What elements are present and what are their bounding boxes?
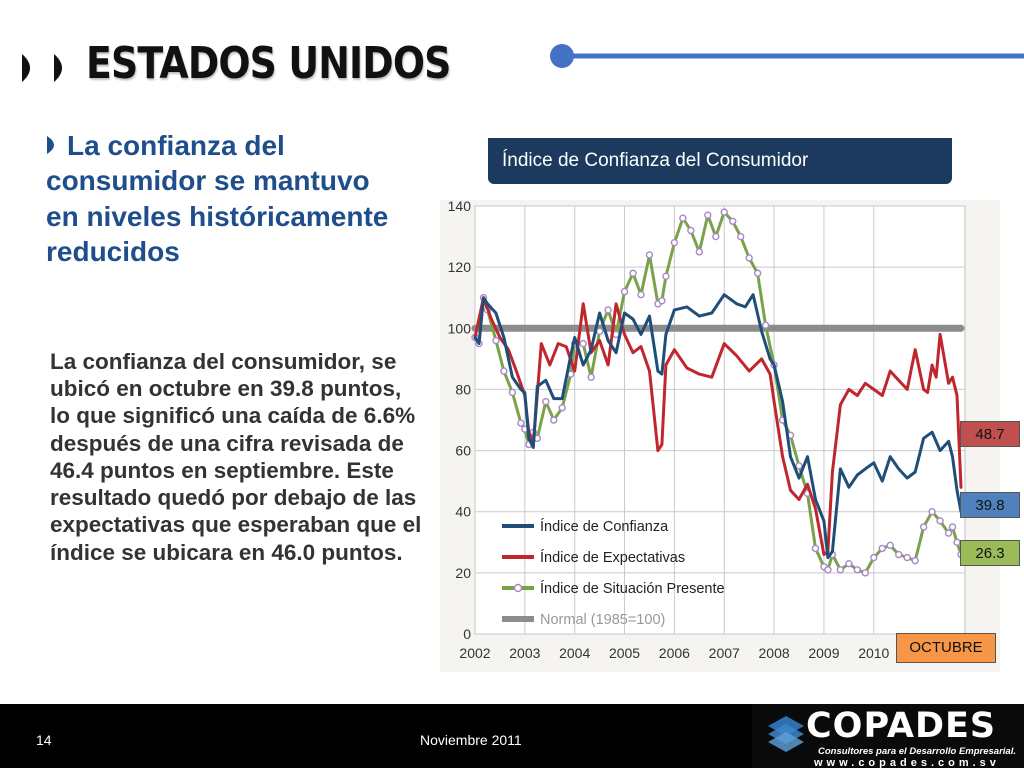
y-tick-label: 0 xyxy=(463,626,471,642)
x-tick-label: 2010 xyxy=(858,645,889,661)
y-tick-label: 120 xyxy=(448,259,472,275)
data-point-indice-de-situacion-presente xyxy=(662,272,670,281)
data-point-indice-de-situacion-presente xyxy=(670,238,679,247)
data-point-indice-de-situacion-presente xyxy=(729,217,737,225)
copades-logo: COPADES Consultores para el Desarrollo E… xyxy=(752,704,1024,768)
y-tick-label: 140 xyxy=(448,200,472,214)
x-tick-label: 2004 xyxy=(559,645,590,661)
value-box-expectativas: 48.7 xyxy=(960,421,1020,447)
data-point-indice-de-situacion-presente xyxy=(579,339,587,348)
data-point-indice-de-situacion-presente xyxy=(720,208,728,216)
plot-area xyxy=(474,205,966,635)
bullet-icon xyxy=(47,136,54,154)
y-tick-label: 80 xyxy=(455,381,471,397)
data-point-indice-de-situacion-presente xyxy=(861,569,870,577)
x-tick-label: 2003 xyxy=(509,645,540,661)
page-number: 14 xyxy=(36,732,52,748)
data-point-indice-de-situacion-presente xyxy=(542,397,550,406)
slide-subtitle: La confianza del consumidor se mantuvo e… xyxy=(46,128,406,269)
data-point-indice-de-situacion-presente xyxy=(878,544,886,553)
footer-date: Noviembre 2011 xyxy=(420,732,522,748)
data-point-indice-de-situacion-presente xyxy=(695,248,704,256)
data-point-indice-de-situacion-presente xyxy=(712,232,720,241)
data-point-indice-de-situacion-presente xyxy=(736,232,745,241)
data-point-indice-de-situacion-presente xyxy=(919,523,928,531)
data-point-indice-de-situacion-presente xyxy=(895,550,903,559)
x-tick-label: 2007 xyxy=(709,645,740,661)
chart-header: Índice de Confianza del Consumidor xyxy=(488,138,952,184)
data-point-indice-de-situacion-presente xyxy=(508,388,517,397)
x-tick-label: 2005 xyxy=(609,645,640,661)
data-point-indice-de-situacion-presente xyxy=(687,226,695,235)
x-tick-label: 2006 xyxy=(659,645,690,661)
y-tick-label: 100 xyxy=(448,320,472,336)
data-point-indice-de-situacion-presente xyxy=(645,251,654,259)
data-point-indice-de-situacion-presente xyxy=(704,211,712,219)
series-line-indice-de-expectativas xyxy=(473,296,963,556)
logo-name: COPADES xyxy=(806,706,997,746)
copades-logo-mark-icon xyxy=(768,716,804,752)
y-tick-label: 20 xyxy=(455,565,471,581)
data-point-indice-de-situacion-presente xyxy=(944,529,953,537)
data-point-indice-de-situacion-presente xyxy=(745,254,753,262)
data-point-indice-de-situacion-presente xyxy=(870,553,878,562)
data-point-indice-de-situacion-presente xyxy=(886,541,894,550)
value-box-situacion: 26.3 xyxy=(960,540,1020,566)
data-point-indice-de-situacion-presente xyxy=(845,559,853,568)
x-tick-label: 2008 xyxy=(759,645,790,661)
data-point-indice-de-situacion-presente xyxy=(911,556,919,565)
data-point-indice-de-situacion-presente xyxy=(936,517,944,525)
data-point-indice-de-situacion-presente xyxy=(637,290,645,299)
header-accent-line xyxy=(550,44,1024,68)
data-point-indice-de-situacion-presente xyxy=(658,297,666,305)
data-point-indice-de-situacion-presente xyxy=(811,544,820,553)
subtitle-text: La confianza del consumidor se mantuvo e… xyxy=(46,130,389,267)
data-point-indice-de-situacion-presente xyxy=(492,336,500,345)
data-point-indice-de-situacion-presente xyxy=(595,327,604,336)
x-tick-label: 2002 xyxy=(459,645,490,661)
logo-tagline: Consultores para el Desarrollo Empresari… xyxy=(818,746,1016,757)
data-point-indice-de-situacion-presente xyxy=(604,306,612,314)
data-point-indice-de-situacion-presente xyxy=(517,419,525,427)
title-bullets-icon xyxy=(22,54,62,82)
legend-label-indice-de-confianza: Índice de Confianza xyxy=(540,518,669,535)
legend-label-normal-1985-100: Normal (1985=100) xyxy=(540,612,665,628)
value-box-confianza: 39.8 xyxy=(960,492,1020,518)
data-point-indice-de-situacion-presente xyxy=(587,373,595,381)
data-point-indice-de-situacion-presente xyxy=(824,566,832,574)
data-point-indice-de-situacion-presente xyxy=(629,269,637,277)
legend-marker-indice-de-situacion-presente xyxy=(513,583,523,593)
body-paragraph: La confianza del consumidor, se ubicó en… xyxy=(50,349,422,565)
page-title: ESTADOS UNIDOS xyxy=(86,38,451,89)
consumer-confidence-chart: 0 20 40 60 80 100 120 140 2002 2003 2004 2005 2006 20… xyxy=(448,200,966,661)
month-label-box: OCTUBRE xyxy=(896,633,996,663)
data-point-indice-de-situacion-presente xyxy=(853,566,862,574)
data-point-indice-de-situacion-presente xyxy=(500,367,508,375)
x-tick-label: 2009 xyxy=(808,645,839,661)
legend-label-indice-de-expectativas: Índice de Expectativas xyxy=(540,549,685,566)
series-line-indice-de-confianza xyxy=(473,293,963,560)
data-point-indice-de-situacion-presente xyxy=(558,404,566,412)
data-point-indice-de-situacion-presente xyxy=(836,566,845,574)
data-point-indice-de-situacion-presente xyxy=(753,269,762,277)
y-tick-label: 40 xyxy=(455,504,471,520)
data-point-indice-de-situacion-presente xyxy=(679,214,687,222)
data-point-indice-de-situacion-presente xyxy=(620,287,629,296)
data-point-indice-de-situacion-presente xyxy=(795,462,803,470)
legend-label-indice-de-situacion-presente: Índice de Situación Presente xyxy=(540,580,725,597)
data-point-indice-de-situacion-presente xyxy=(903,553,911,562)
data-point-indice-de-situacion-presente xyxy=(928,508,936,516)
logo-url: www.copades.com.sv xyxy=(814,757,1000,768)
data-point-indice-de-situacion-presente xyxy=(948,523,957,531)
y-tick-label: 60 xyxy=(455,443,471,459)
data-point-indice-de-situacion-presente xyxy=(550,416,558,424)
data-point-indice-de-situacion-presente xyxy=(761,321,770,329)
